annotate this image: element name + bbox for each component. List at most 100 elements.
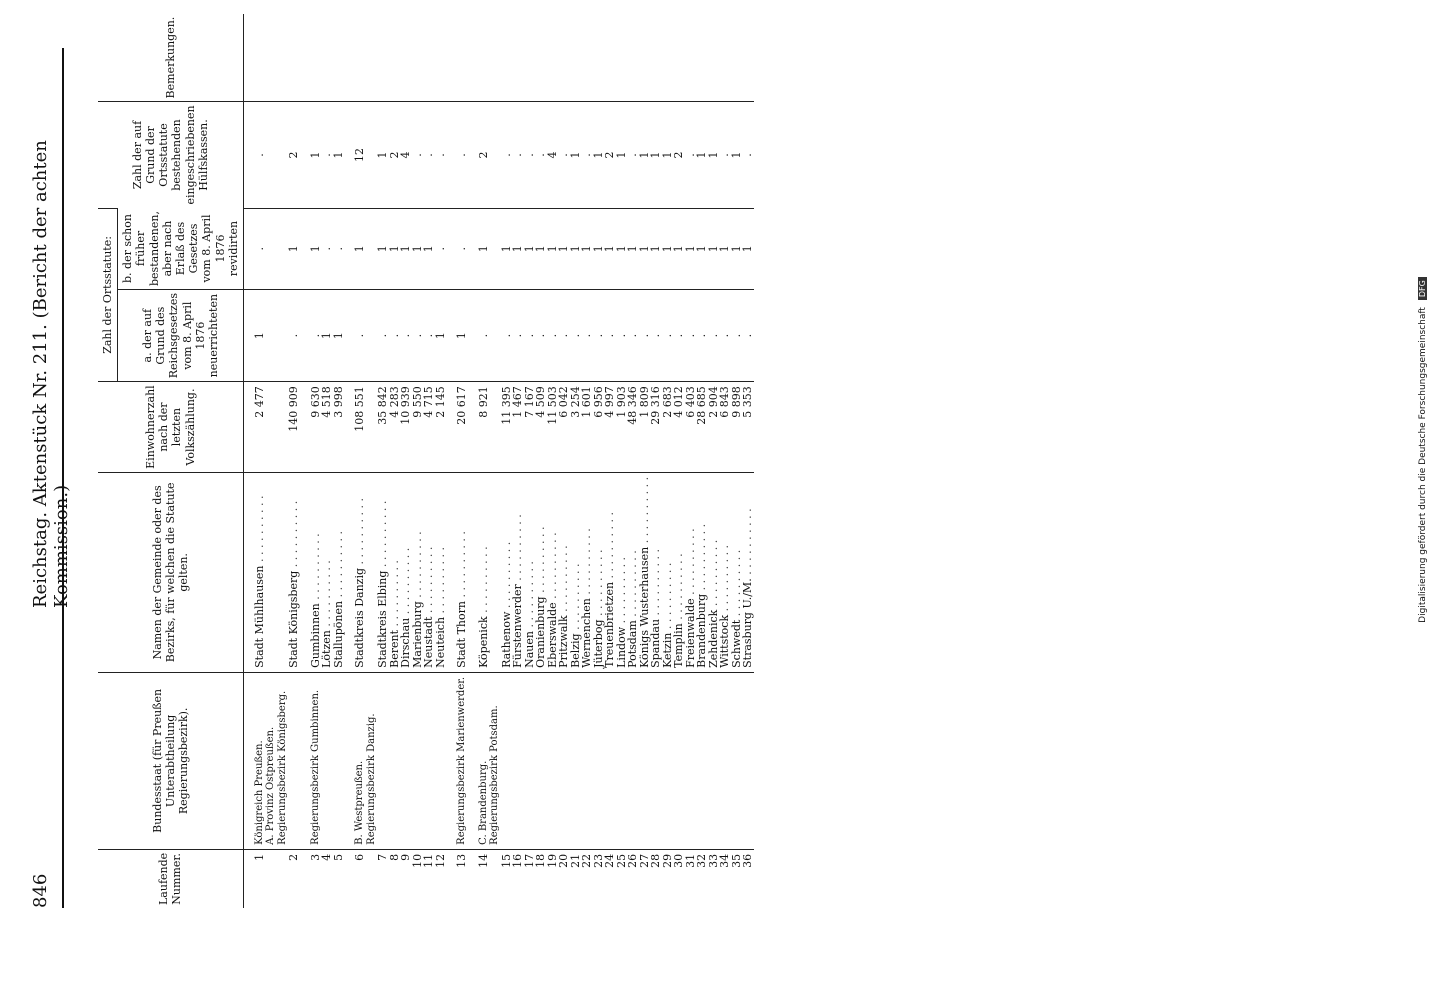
region-label: Regierungsbezirk Potsdam.	[489, 705, 501, 845]
col-header-name: Namen der Gemeinde oder des Bezirks, für…	[98, 472, 244, 673]
municipality-name: Stadt Königsberg	[287, 472, 300, 673]
remarks	[662, 14, 674, 102]
remarks	[423, 14, 435, 102]
region-cell	[546, 672, 559, 850]
remarks	[616, 14, 628, 102]
remarks	[435, 14, 447, 102]
row-number: 1	[243, 849, 289, 908]
remarks	[300, 14, 322, 102]
remarks	[512, 14, 524, 102]
remarks	[344, 14, 377, 102]
table-row: 15Rathenow11 395.1.	[500, 14, 513, 908]
count-revised: 1	[467, 208, 501, 290]
region-cell	[321, 672, 333, 850]
header-rule	[62, 48, 64, 908]
remarks	[400, 14, 412, 102]
count-kassen: .	[243, 101, 289, 209]
remarks	[731, 14, 743, 102]
count-new: 1	[446, 289, 468, 382]
table-row: 23Jüterbog6 956.11	[592, 14, 605, 908]
population: 5 353	[741, 381, 754, 473]
region-cell	[696, 672, 708, 850]
remarks	[581, 14, 593, 102]
population: 8 921	[467, 381, 501, 473]
table-row: 35Schwedt9 898.11	[730, 14, 743, 908]
count-new: .	[287, 289, 300, 382]
region-cell: C. Brandenburg. Regierungsbezirk Potsdam.	[467, 672, 501, 850]
count-revised: .	[434, 208, 447, 290]
table-row: 3 Regierungsbezirk Gumbinnen. Gumbinnen9 6…	[299, 14, 322, 908]
page-title: Reichstag. Aktenstück Nr. 211. (Bericht …	[30, 140, 72, 608]
region-cell	[592, 672, 605, 850]
row-number: 2	[287, 849, 300, 908]
table-row: 20Pritzwalk6 042.1.	[557, 14, 570, 908]
count-revised: .	[446, 208, 468, 290]
table-row: 33Zehdenick2 904.11	[707, 14, 720, 908]
table-row: 36 Strasburg U./M.5 353.1.	[741, 14, 754, 908]
region-cell	[661, 672, 674, 850]
region-cell	[512, 672, 524, 850]
region-cell	[742, 672, 754, 850]
region-cell	[400, 672, 412, 850]
col-header-kassen: Zahl der auf Grund der Ortsstatute beste…	[98, 101, 244, 209]
count-new: .	[344, 289, 378, 382]
row-number: 3	[299, 849, 322, 908]
region-label: Regierungsbezirk Danzig.	[365, 713, 377, 845]
region-cell	[650, 672, 662, 850]
table-row: 1 Königreich Preußen. A. Provinz Ostpreuße…	[243, 14, 289, 908]
region-cell	[707, 672, 720, 850]
table-row: 19Eberswalde11 503.14	[546, 14, 559, 908]
remarks	[333, 14, 345, 102]
table-row: 16Fürstenwerder1 467.1.	[511, 14, 524, 908]
region-label: C. Brandenburg.	[477, 760, 489, 845]
region-cell	[332, 672, 345, 850]
count-kassen: 12	[344, 101, 378, 209]
row-number: 6	[344, 849, 378, 908]
count-new: .	[467, 289, 501, 382]
count-kassen: 2	[287, 101, 300, 209]
municipality-name: Stallupönen	[332, 472, 345, 673]
municipality-name: Stadt Mühlhausen	[243, 472, 289, 673]
remarks	[243, 14, 288, 102]
table-row: 29Ketzin2 683.11	[661, 14, 674, 908]
region-cell	[535, 672, 547, 850]
remarks	[468, 14, 501, 102]
population: 3 998	[332, 381, 345, 473]
region-cell	[434, 672, 447, 850]
table-row: 32Brandenburg28 685.11	[695, 14, 708, 908]
region-cell: B. Westpreußen. Regierungsbezirk Danzig.	[344, 672, 378, 850]
dfg-badge: DFG	[1418, 277, 1427, 301]
count-kassen: 1	[299, 101, 322, 209]
remarks	[547, 14, 559, 102]
remarks	[389, 14, 401, 102]
municipality-name: Stadt Thorn	[446, 472, 468, 673]
region-cell	[638, 672, 651, 850]
region-cell	[500, 672, 513, 850]
count-new: 1	[243, 289, 289, 382]
region-cell	[719, 672, 731, 850]
count-revised: 1	[344, 208, 378, 290]
table-row: 14 C. Brandenburg. Regierungsbezirk Potsda…	[467, 14, 501, 908]
remarks	[673, 14, 685, 102]
remarks	[558, 14, 570, 102]
count-revised: .	[243, 208, 289, 290]
population: 9 630	[299, 381, 322, 473]
remarks	[535, 14, 547, 102]
remarks	[446, 14, 468, 102]
region-label: B. Westpreußen.	[354, 760, 366, 845]
table-row: 10Marienburg9 550.1.	[411, 14, 424, 908]
table-row: 13 Regierungsbezirk Marienwerder. Stadt Th…	[446, 14, 468, 908]
remarks	[570, 14, 582, 102]
row-number: 14	[467, 849, 501, 908]
table-row: 28Spandau29 316.11	[649, 14, 662, 908]
region-cell	[569, 672, 582, 850]
row-number: 12	[434, 849, 447, 908]
remarks	[593, 14, 605, 102]
region-cell: Regierungsbezirk Marienwerder.	[446, 672, 468, 850]
region-cell	[558, 672, 570, 850]
